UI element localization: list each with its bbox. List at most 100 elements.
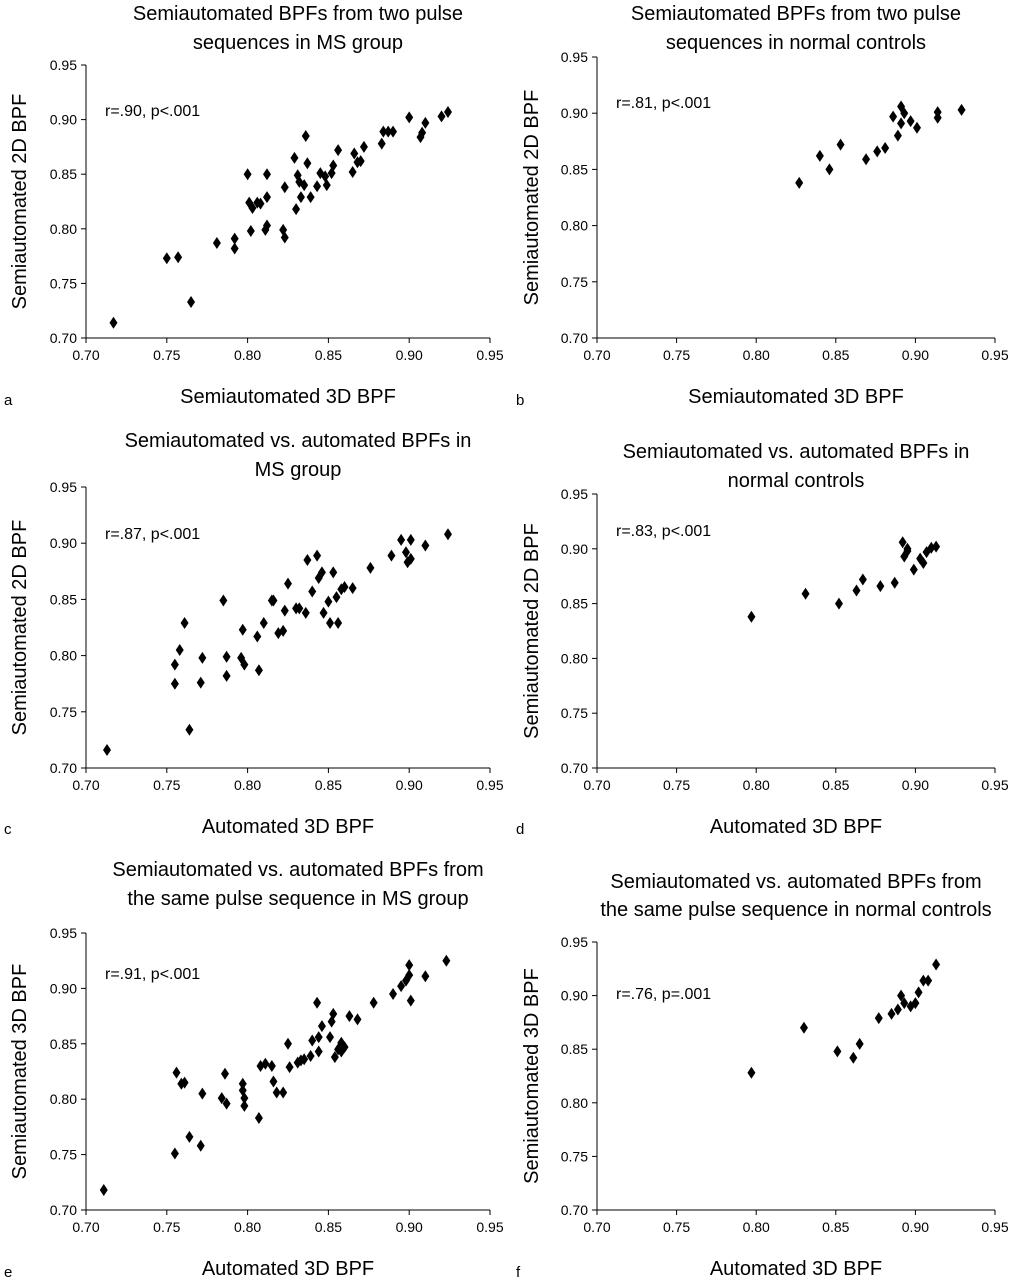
x-tick-label: 0.70	[72, 347, 99, 363]
data-point	[815, 149, 824, 162]
scatter-panel-c: Semiautomated vs. automated BPFs in MS gr…	[4, 430, 504, 838]
data-point	[795, 176, 804, 189]
data-point	[308, 1034, 317, 1047]
data-point	[329, 566, 338, 579]
y-tick-label: 0.90	[50, 112, 77, 128]
data-point	[180, 617, 189, 630]
data-point	[852, 584, 861, 597]
y-tick-label: 0.85	[561, 596, 588, 612]
correlation-annotation: r=.87, p<.001	[105, 526, 200, 543]
y-tick-label: 0.90	[50, 535, 77, 551]
data-point	[222, 669, 231, 682]
data-point	[280, 231, 289, 244]
x-axis-label: Semiautomated 3D BPF	[688, 386, 904, 408]
y-tick-label: 0.85	[561, 161, 588, 177]
panel-letter: e	[4, 1264, 12, 1280]
data-point	[332, 591, 341, 604]
panel-letter: c	[4, 821, 12, 838]
data-point	[405, 959, 414, 972]
y-axis-label: Semiautomated 2D BPF	[521, 90, 543, 306]
data-point	[927, 541, 936, 554]
scatter-panel-f: Semiautomated vs. automated BPFs from the…	[516, 871, 1009, 1280]
data-point	[330, 1051, 339, 1064]
data-point	[187, 295, 196, 308]
data-point	[799, 1021, 808, 1034]
data-point	[230, 232, 239, 245]
panel-title-line: MS group	[255, 459, 342, 481]
data-point	[269, 594, 278, 607]
data-point	[825, 163, 834, 176]
data-point	[932, 958, 941, 971]
data-point	[246, 224, 255, 237]
data-point	[406, 994, 415, 1007]
y-axis-label: Semiautomated 2D BPF	[9, 520, 31, 736]
data-point	[893, 129, 902, 142]
x-tick-label: 0.95	[476, 777, 503, 793]
data-point	[855, 1037, 864, 1050]
y-tick-label: 0.70	[561, 760, 588, 776]
panel-title-line: Semiautomated BPFs from two pulse	[133, 3, 463, 25]
y-tick-label: 0.80	[50, 221, 77, 237]
data-point	[397, 980, 406, 993]
data-point	[254, 1112, 263, 1125]
panel-letter: d	[516, 821, 524, 838]
x-axis-label: Automated 3D BPF	[202, 816, 374, 838]
data-point	[900, 107, 909, 120]
data-point	[285, 1061, 294, 1074]
data-point	[170, 658, 179, 671]
data-point	[849, 1051, 858, 1064]
data-point	[893, 1003, 902, 1016]
data-point	[290, 151, 299, 164]
x-tick-label: 0.70	[583, 1219, 610, 1235]
data-point	[334, 144, 343, 157]
y-tick-label: 0.70	[50, 330, 77, 346]
panel-title-line: sequences in MS group	[193, 32, 403, 54]
data-point	[900, 997, 909, 1010]
data-point	[321, 170, 330, 183]
panel-title-line: Semiautomated vs. automated BPFs in	[623, 441, 970, 463]
data-point	[256, 197, 265, 210]
data-point	[862, 153, 871, 166]
data-point	[306, 191, 315, 204]
y-tick-label: 0.90	[50, 980, 77, 996]
x-tick-label: 0.80	[743, 777, 770, 793]
data-point	[306, 1049, 315, 1062]
x-tick-label: 0.90	[396, 1219, 423, 1235]
data-point	[834, 597, 843, 610]
x-axis-label: Automated 3D BPF	[202, 1258, 374, 1280]
data-point	[379, 125, 388, 138]
data-point	[890, 576, 899, 589]
panel-title-line: the same pulse sequence in MS group	[127, 888, 468, 910]
data-point	[185, 1130, 194, 1143]
data-point	[301, 606, 310, 619]
x-tick-label: 0.95	[476, 1219, 503, 1235]
x-tick-label: 0.80	[743, 347, 770, 363]
data-point	[292, 203, 301, 216]
data-point	[933, 106, 942, 119]
scatter-panel-d: Semiautomated vs. automated BPFs in norma…	[516, 441, 1009, 838]
data-point	[897, 117, 906, 130]
y-tick-label: 0.95	[50, 479, 77, 495]
data-point	[198, 1087, 207, 1100]
data-point	[369, 996, 378, 1009]
x-axis-label: Automated 3D BPF	[710, 816, 882, 838]
y-tick-label: 0.75	[561, 705, 588, 721]
x-tick-label: 0.90	[396, 777, 423, 793]
y-axis-label: Semiautomated 2D BPF	[521, 523, 543, 739]
data-point	[876, 580, 885, 593]
data-point	[254, 664, 263, 677]
data-point	[300, 179, 309, 192]
data-point	[240, 1099, 249, 1112]
data-point	[348, 582, 357, 595]
data-point	[887, 1007, 896, 1020]
data-point	[329, 159, 338, 172]
x-tick-label: 0.70	[583, 347, 610, 363]
y-axis-label: Semiautomated 2D BPF	[9, 94, 31, 310]
data-point	[198, 651, 207, 664]
data-point	[313, 180, 322, 193]
y-tick-label: 0.70	[561, 1202, 588, 1218]
data-point	[172, 1066, 181, 1079]
x-tick-label: 0.75	[663, 347, 690, 363]
data-point	[259, 617, 268, 630]
x-tick-label: 0.75	[663, 1219, 690, 1235]
